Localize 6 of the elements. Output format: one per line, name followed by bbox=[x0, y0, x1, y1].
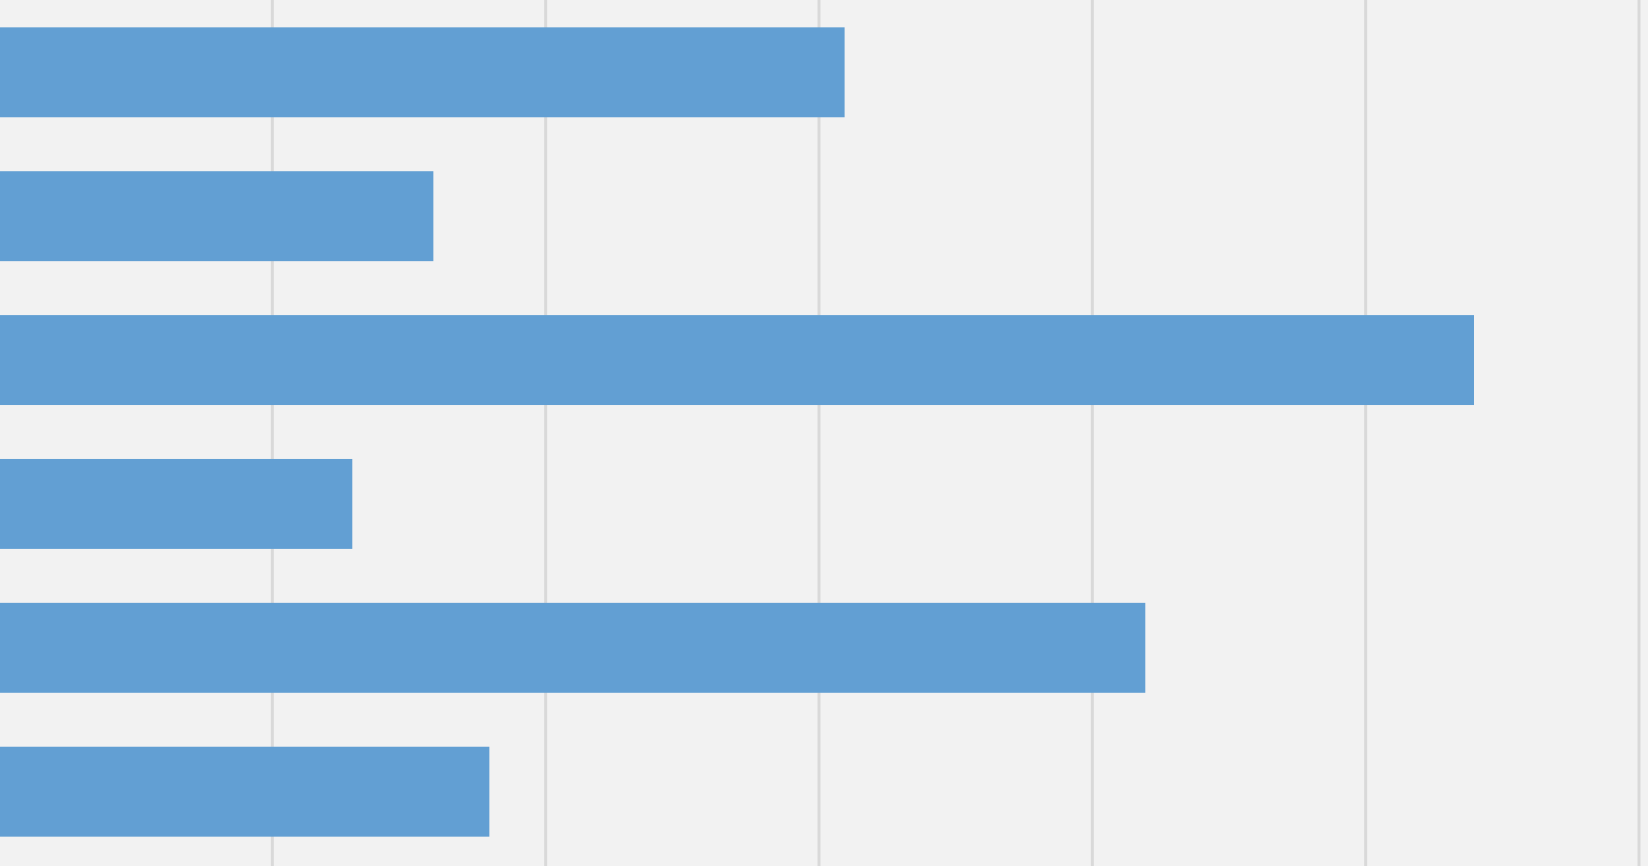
bar bbox=[0, 602, 1146, 693]
bar bbox=[0, 27, 845, 118]
bar bbox=[0, 458, 353, 549]
bar bbox=[0, 171, 434, 262]
bar bbox=[0, 315, 1474, 406]
bar bbox=[0, 746, 490, 837]
